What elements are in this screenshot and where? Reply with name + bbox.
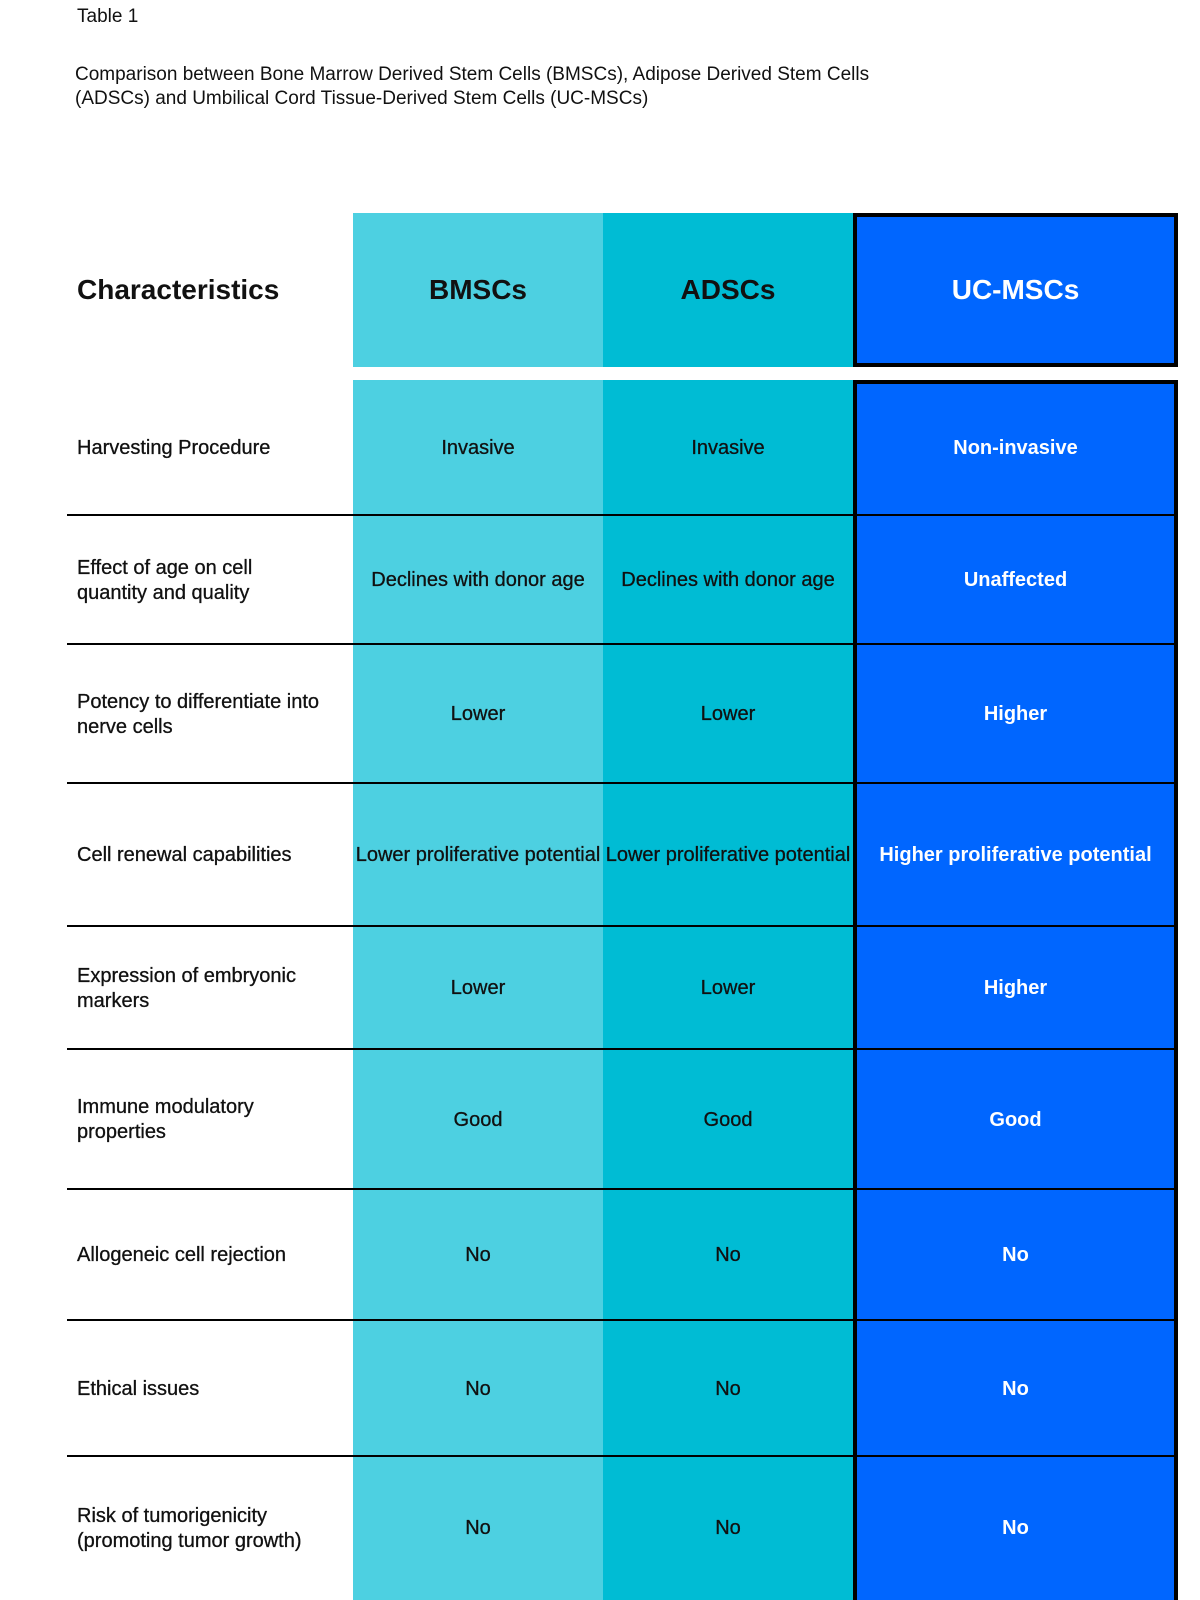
cell-uc-mscs-text: Higher bbox=[983, 977, 1048, 999]
cell-uc-mscs-text: Unaffected bbox=[963, 569, 1068, 591]
cell-bmscs: Good bbox=[353, 1050, 603, 1190]
table-row: Expression of embryonic markers Lower Lowe… bbox=[67, 927, 1178, 1050]
table-row: Allogeneic cell rejection No No No bbox=[67, 1190, 1178, 1321]
cell-adscs-text: Invasive bbox=[691, 436, 765, 459]
cell-adscs: Declines with donor age bbox=[603, 516, 853, 645]
cell-bmscs: No bbox=[353, 1321, 603, 1457]
header-bmscs: BMSCs bbox=[353, 213, 603, 367]
cell-adscs: Lower bbox=[603, 927, 853, 1050]
row-label: Harvesting Procedure bbox=[77, 380, 327, 516]
row-label: Potency to differentiate into nerve cell… bbox=[77, 645, 327, 784]
row-label: Effect of age on cell quantity and quali… bbox=[77, 516, 327, 645]
row-label-text: Effect of age on cell quantity and quali… bbox=[77, 556, 253, 604]
cell-adscs: Lower proliferative potential bbox=[603, 784, 853, 927]
cell-adscs-text: No bbox=[715, 1377, 741, 1400]
cell-uc-mscs: Higher proliferative potential bbox=[857, 784, 1174, 927]
table-title: Table 1 bbox=[77, 6, 139, 27]
cell-adscs: Lower bbox=[603, 645, 853, 784]
cell-bmscs-text: No bbox=[465, 1517, 491, 1539]
row-divider bbox=[67, 782, 1178, 784]
cell-bmscs-text: Lower bbox=[450, 977, 506, 999]
cell-uc-mscs: No bbox=[857, 1190, 1174, 1321]
header-characteristics: Characteristics bbox=[77, 274, 280, 305]
row-label: Immune modulatory properties bbox=[77, 1050, 327, 1190]
cell-bmscs-text: Invasive bbox=[441, 436, 515, 459]
table-row: Ethical issues No No No bbox=[67, 1321, 1178, 1457]
cell-uc-mscs: Unaffected bbox=[857, 516, 1174, 645]
header-adscs: ADSCs bbox=[603, 213, 853, 367]
row-divider bbox=[67, 1455, 1178, 1457]
table-row: Immune modulatory properties Good Good Good bbox=[67, 1050, 1178, 1190]
cell-uc-mscs: Higher bbox=[857, 927, 1174, 1050]
cell-adscs: No bbox=[603, 1190, 853, 1321]
header-uc-mscs: UC-MSCs bbox=[853, 213, 1178, 367]
cell-bmscs: Lower bbox=[353, 645, 603, 784]
row-label: Risk of tumorigenicity (promoting tumor … bbox=[77, 1457, 327, 1600]
cell-adscs: No bbox=[603, 1457, 853, 1600]
cell-adscs: Good bbox=[603, 1050, 853, 1190]
row-label-text: Cell renewal capabilities bbox=[77, 844, 292, 866]
cell-adscs-text: Lower bbox=[700, 977, 756, 999]
cell-adscs-text: Good bbox=[703, 1108, 753, 1131]
row-label-text: Potency to differentiate into nerve cell… bbox=[77, 690, 320, 738]
column-bmscs bbox=[353, 380, 603, 1600]
table-row: Potency to differentiate into nerve cell… bbox=[67, 645, 1178, 784]
table-row: Risk of tumorigenicity (promoting tumor … bbox=[67, 1457, 1178, 1600]
cell-bmscs-text: Lower proliferative potential bbox=[355, 844, 601, 866]
column-uc-mscs bbox=[853, 380, 1178, 1600]
cell-adscs-text: Lower proliferative potential bbox=[605, 844, 851, 866]
row-label: Allogeneic cell rejection bbox=[77, 1190, 327, 1321]
cell-uc-mscs: Good bbox=[857, 1050, 1174, 1190]
cell-uc-mscs-text: No bbox=[1002, 1244, 1029, 1266]
cell-bmscs-text: Good bbox=[453, 1108, 503, 1131]
cell-bmscs-text: Declines with donor age bbox=[371, 569, 585, 591]
cell-adscs: No bbox=[603, 1321, 853, 1457]
cell-bmscs: Lower bbox=[353, 927, 603, 1050]
cell-uc-mscs: No bbox=[857, 1457, 1174, 1600]
cell-adscs-text: No bbox=[715, 1517, 741, 1539]
table-row: Cell renewal capabilities Lower prolifera… bbox=[67, 784, 1178, 927]
cell-uc-mscs-text: Higher proliferative potential bbox=[879, 844, 1152, 866]
table-row: Harvesting Procedure Invasive Invasive Non-… bbox=[67, 380, 1178, 516]
table-caption: Comparison between Bone Marrow Derived S… bbox=[75, 64, 870, 109]
row-label: Expression of embryonic markers bbox=[77, 927, 327, 1050]
cell-bmscs: No bbox=[353, 1190, 603, 1321]
row-divider bbox=[67, 643, 1178, 645]
row-label-text: Expression of embryonic markers bbox=[77, 964, 296, 1012]
cell-uc-mscs: Higher bbox=[857, 645, 1174, 784]
row-label-text: Ethical issues bbox=[77, 1377, 200, 1400]
row-divider bbox=[67, 1188, 1178, 1190]
column-adscs bbox=[603, 380, 853, 1600]
cell-bmscs-text: No bbox=[465, 1377, 491, 1400]
cell-uc-mscs-text: No bbox=[1002, 1517, 1029, 1539]
table-row: Effect of age on cell quantity and quali… bbox=[67, 516, 1178, 645]
row-label: Ethical issues bbox=[77, 1321, 327, 1457]
row-label-text: Immune modulatory properties bbox=[77, 1096, 254, 1143]
cell-adscs: Invasive bbox=[603, 380, 853, 516]
row-label: Cell renewal capabilities bbox=[77, 784, 327, 927]
cell-uc-mscs-text: Good bbox=[989, 1108, 1042, 1131]
cell-uc-mscs-text: Non-invasive bbox=[953, 436, 1078, 459]
row-label-text: Harvesting Procedure bbox=[77, 436, 271, 459]
cell-uc-mscs-text: Higher bbox=[983, 703, 1048, 725]
cell-bmscs: Lower proliferative potential bbox=[353, 784, 603, 927]
row-label-text: Risk of tumorigenicity (promoting tumor … bbox=[77, 1504, 302, 1552]
row-label-text: Allogeneic cell rejection bbox=[77, 1244, 287, 1266]
row-divider bbox=[67, 1319, 1178, 1321]
cell-uc-mscs: Non-invasive bbox=[857, 380, 1174, 516]
cell-bmscs: No bbox=[353, 1457, 603, 1600]
cell-bmscs-text: No bbox=[465, 1244, 491, 1266]
cell-uc-mscs: No bbox=[857, 1321, 1174, 1457]
cell-bmscs: Invasive bbox=[353, 380, 603, 516]
row-divider bbox=[67, 925, 1178, 927]
cell-bmscs-text: Lower bbox=[450, 703, 506, 725]
row-divider bbox=[67, 1048, 1178, 1050]
row-divider bbox=[67, 514, 1178, 516]
cell-uc-mscs-text: No bbox=[1002, 1377, 1029, 1400]
cell-bmscs: Declines with donor age bbox=[353, 516, 603, 645]
cell-adscs-text: No bbox=[715, 1244, 741, 1266]
cell-adscs-text: Lower bbox=[700, 703, 756, 725]
cell-adscs-text: Declines with donor age bbox=[621, 569, 835, 591]
